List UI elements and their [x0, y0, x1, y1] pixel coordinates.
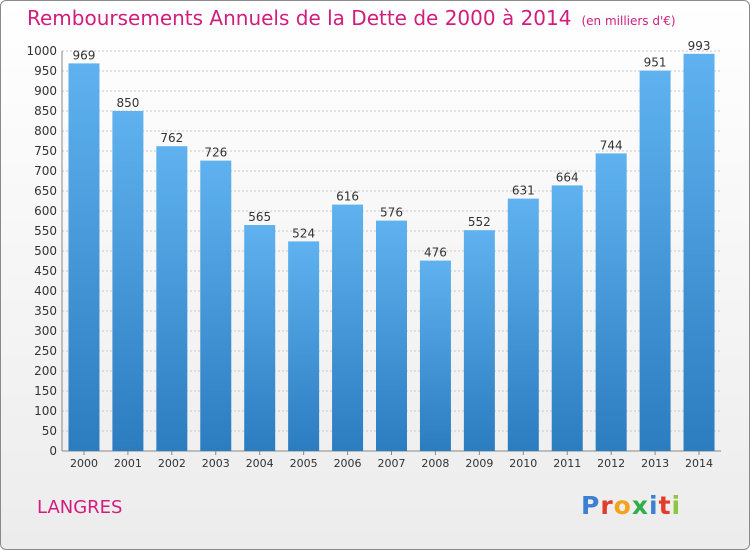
logo-letter: r: [600, 491, 614, 520]
y-tick-label: 100: [34, 404, 57, 418]
data-label-2000: 969: [73, 48, 96, 62]
bar-2009: [463, 230, 495, 451]
y-axis-ticks: 0 50 100 150 200 250 300 350 400 450 500 550 600 650 7…: [26, 44, 57, 458]
x-tick-label-2012: 2012: [597, 457, 625, 470]
bar-2000: [68, 63, 100, 452]
data-label-2001: 850: [116, 96, 139, 110]
y-tick-label: 250: [34, 344, 57, 358]
bar-2010: [507, 198, 539, 451]
x-tick-label-2014: 2014: [685, 457, 713, 470]
bar-2007: [376, 220, 407, 451]
y-tick-label: 400: [34, 284, 57, 298]
x-tick-label-2010: 2010: [509, 457, 537, 470]
x-tick-label-2003: 2003: [202, 457, 230, 470]
data-label-2005: 524: [292, 226, 315, 240]
data-label-2007: 576: [380, 206, 403, 220]
data-labels: 969 850 762 726 565 524 616 576 476 552 631 664 744 9…: [73, 39, 711, 260]
bar-2001: [112, 111, 144, 451]
x-tick-label-2005: 2005: [290, 457, 318, 470]
bar-2011: [551, 185, 583, 451]
data-label-2014: 993: [688, 39, 711, 53]
logo-letter: t: [658, 491, 672, 520]
y-tick-label: 150: [34, 384, 57, 398]
y-tick-label: 500: [34, 244, 57, 258]
city-name: LANGRES: [37, 497, 123, 518]
y-tick-label: 1000: [26, 44, 57, 58]
data-label-2008: 476: [424, 246, 447, 260]
data-label-2010: 631: [512, 184, 535, 198]
x-tick-label-2007: 2007: [378, 457, 406, 470]
y-tick-label: 350: [34, 304, 57, 318]
x-axis-ticks: 2000 2001 2002 2003 2004 2005 2006 2007 2008 2009…: [70, 451, 713, 470]
data-label-2011: 664: [556, 170, 579, 184]
bar-2005: [288, 241, 320, 451]
logo-letter: x: [631, 491, 649, 520]
x-tick-label-2009: 2009: [465, 457, 493, 470]
x-tick-label-2000: 2000: [70, 457, 98, 470]
x-tick-label-2002: 2002: [158, 457, 186, 470]
x-tick-label-2011: 2011: [553, 457, 581, 470]
logo-letter: i: [649, 491, 659, 520]
bar-2013: [639, 70, 671, 451]
y-tick-label: 850: [34, 104, 57, 118]
bar-2002: [156, 146, 188, 451]
data-label-2009: 552: [468, 215, 491, 229]
bar-2012: [595, 153, 627, 451]
y-tick-label: 750: [34, 144, 57, 158]
bar-2004: [244, 225, 276, 451]
y-tick-label: 650: [34, 184, 57, 198]
bar-2008: [419, 260, 451, 451]
data-label-2003: 726: [204, 146, 227, 160]
bar-2006: [332, 204, 364, 451]
chart-title-unit: (en milliers d'€): [581, 14, 676, 28]
chart-title: Remboursements Annuels de la Dette de 20…: [27, 6, 676, 30]
y-tick-label: 200: [34, 364, 57, 378]
y-tick-label: 900: [34, 84, 57, 98]
data-label-2004: 565: [248, 210, 271, 224]
x-tick-label-2001: 2001: [114, 457, 142, 470]
y-tick-label: 300: [34, 324, 57, 338]
y-tick-label: 600: [34, 204, 57, 218]
proxiti-logo: Proxiti: [581, 491, 681, 520]
data-label-2006: 616: [336, 190, 359, 204]
x-tick-label-2004: 2004: [246, 457, 274, 470]
data-label-2013: 951: [644, 56, 667, 70]
y-tick-label: 0: [49, 444, 57, 458]
y-tick-label: 800: [34, 124, 57, 138]
logo-letter: P: [581, 491, 601, 520]
logo-letter: o: [613, 491, 632, 520]
x-tick-label-2006: 2006: [334, 457, 362, 470]
y-tick-label: 950: [34, 64, 57, 78]
data-label-2012: 744: [600, 138, 623, 152]
logo-letter: i: [671, 491, 682, 520]
bar-2003: [200, 160, 232, 451]
y-tick-label: 50: [42, 424, 57, 438]
data-label-2002: 762: [160, 131, 183, 145]
x-tick-label-2013: 2013: [641, 457, 669, 470]
bars: [68, 53, 715, 452]
chart-title-main: Remboursements Annuels de la Dette de 20…: [27, 6, 572, 30]
x-tick-label-2008: 2008: [421, 457, 449, 470]
y-tick-label: 550: [34, 224, 57, 238]
bar-2014: [683, 53, 715, 452]
y-tick-label: 700: [34, 164, 57, 178]
y-tick-label: 450: [34, 264, 57, 278]
